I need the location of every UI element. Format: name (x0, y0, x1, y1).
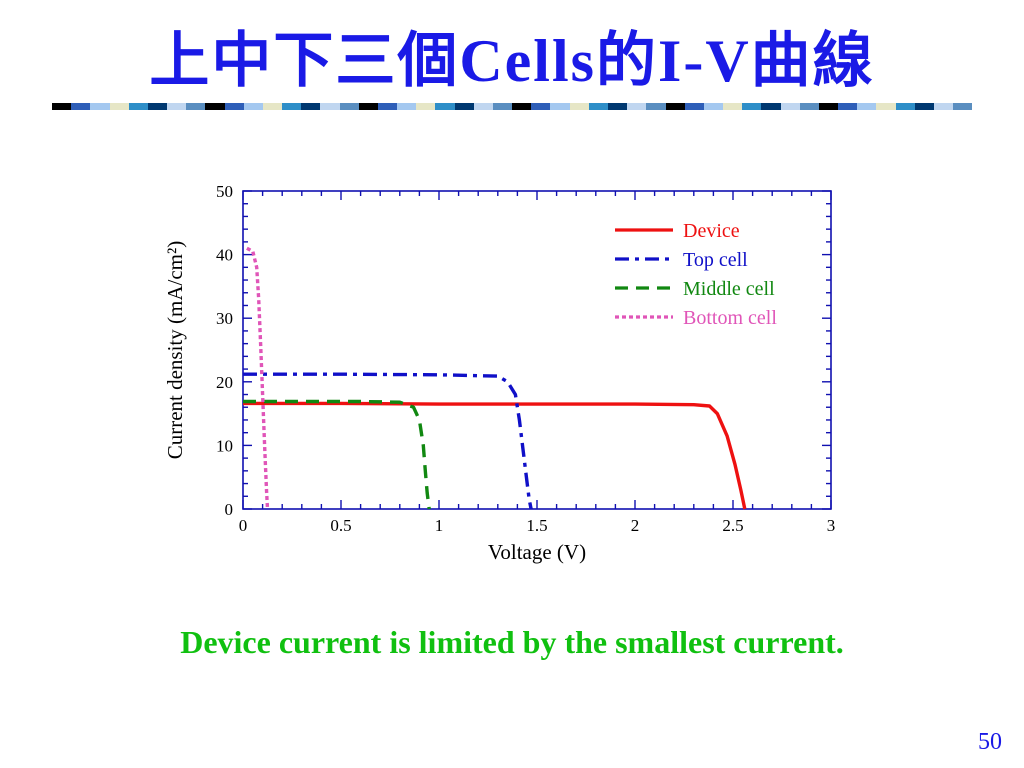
title-bar-segment (492, 103, 513, 110)
title-bar-segment (607, 103, 628, 110)
series-line-device (243, 401, 747, 510)
slide-title: 上中下三個Cells的I-V曲線 (149, 28, 875, 94)
title-bar-segment (52, 103, 72, 110)
x-tick-label: 1.5 (526, 516, 547, 535)
title-bar-segment (684, 103, 704, 110)
title-bar-segment (665, 103, 685, 110)
title-bar-segment (723, 103, 743, 110)
title-bar-segment (435, 103, 455, 110)
title-bar-segment (90, 103, 110, 110)
title-bar-segment (953, 103, 973, 110)
series-line-top-cell (243, 372, 533, 510)
x-axis-label: Voltage (V) (488, 540, 586, 564)
title-bar-segment (512, 103, 532, 110)
title-bar-segment (914, 103, 934, 110)
title-bar-segment (550, 103, 570, 110)
y-tick-label: 20 (216, 373, 233, 392)
title-bar-segment (569, 103, 589, 110)
title-bar-segment (282, 103, 302, 110)
title-bar-segment (761, 103, 781, 110)
legend-label: Middle cell (683, 278, 775, 300)
page-number: 50 (978, 729, 1002, 755)
title-bar-segment (147, 103, 168, 110)
y-tick-label: 30 (216, 309, 233, 328)
y-tick-label: 40 (216, 246, 233, 265)
title-bar-segment (818, 103, 839, 110)
title-bar-segment (857, 103, 877, 110)
title-bar-segment (358, 103, 378, 110)
x-tick-label: 3 (827, 516, 836, 535)
x-tick-label: 1 (435, 516, 444, 535)
title-bar-segment (320, 103, 340, 110)
title-bar-segment (627, 103, 647, 110)
title-decoration-bar (52, 103, 973, 110)
title-bar-segment (742, 103, 762, 110)
title-bar-segment (703, 103, 724, 110)
legend-label: Bottom cell (683, 307, 777, 329)
title-bar-segment (128, 103, 148, 110)
title-bar-segment (799, 103, 819, 110)
title-bar-segment (262, 103, 283, 110)
title-bar-segment (895, 103, 915, 110)
title-bar-segment (397, 103, 417, 110)
title-bar-segment (780, 103, 800, 110)
x-tick-label: 0.5 (330, 516, 351, 535)
title-bar-segment (301, 103, 321, 110)
title-bar-segment (876, 103, 896, 110)
legend-label: Device (683, 220, 740, 242)
title-bar-segment (377, 103, 398, 110)
title-bar-segment (531, 103, 551, 110)
title-bar-segment (186, 103, 206, 110)
iv-chart: 0 0.5 1 1.5 2 2.5 3 0 10 20 30 40 50 Device Top cell Mi… (150, 175, 850, 585)
slide-caption: Device current is limited by the smalles… (180, 624, 844, 660)
title-bar-segment (224, 103, 244, 110)
legend-label: Top cell (683, 249, 748, 271)
x-tick-label: 2.5 (722, 516, 743, 535)
title-bar-segment (933, 103, 954, 110)
title-bar-segment (71, 103, 91, 110)
y-tick-label: 0 (225, 500, 234, 519)
plot-frame (242, 190, 832, 510)
title-bar-segment (339, 103, 359, 110)
y-tick-label: 50 (216, 182, 233, 201)
title-bar-segment (646, 103, 666, 110)
title-bar-segment (838, 103, 858, 110)
title-bar-segment (416, 103, 436, 110)
x-tick-label: 2 (631, 516, 640, 535)
x-tick-label: 0 (239, 516, 248, 535)
title-bar-segment (454, 103, 474, 110)
title-bar-segment (205, 103, 225, 110)
title-bar-segment (109, 103, 129, 110)
title-bar-segment (588, 103, 608, 110)
title-bar-segment (473, 103, 493, 110)
series-line-bottom-cell (246, 246, 270, 510)
y-tick-label: 10 (216, 436, 233, 455)
y-axis-label: Current density (mA/cm²) (163, 241, 187, 460)
title-bar-segment (243, 103, 263, 110)
title-bar-segment (167, 103, 187, 110)
series-line-middle-cell (243, 399, 431, 510)
